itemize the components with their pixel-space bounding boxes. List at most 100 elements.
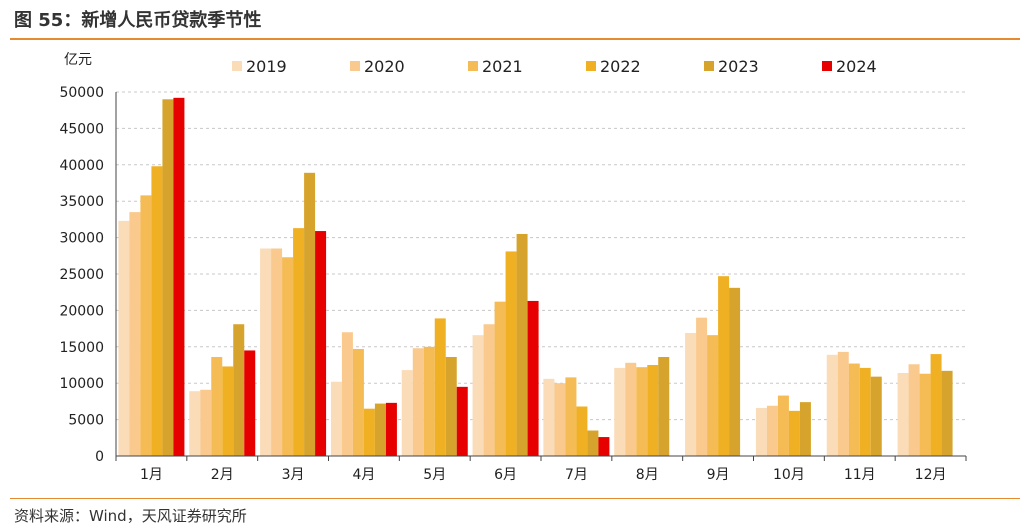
- y-tick-label: 25000: [59, 267, 104, 283]
- y-tick-label: 10000: [59, 376, 104, 392]
- bar-2024-6: [527, 300, 539, 456]
- x-tick-label: 7月: [565, 467, 588, 483]
- bar-2019-7: [543, 378, 555, 456]
- y-tick-label: 20000: [59, 303, 104, 319]
- figure-title: 图 55：新增人民币贷款季节性: [14, 10, 262, 31]
- x-tick-label: 10月: [773, 467, 805, 483]
- bar-2023-11: [870, 376, 882, 456]
- bar-2022-12: [930, 354, 942, 456]
- gridlines: [116, 91, 966, 421]
- legend-swatch-2020: [350, 61, 360, 71]
- bar-2019-1: [118, 220, 130, 456]
- bar-2020-6: [483, 324, 495, 456]
- bar-2022-5: [434, 318, 446, 456]
- bar-2023-4: [374, 403, 386, 456]
- bar-2024-4: [385, 402, 397, 456]
- bar-2021-6: [494, 301, 506, 456]
- bar-2023-10: [799, 402, 811, 456]
- x-tick-label: 6月: [494, 467, 517, 483]
- bar-2019-5: [401, 370, 413, 456]
- bar-2022-10: [788, 410, 800, 456]
- legend-swatch-2021: [468, 61, 478, 71]
- y-tick-label: 30000: [59, 231, 104, 247]
- legend-label-2022: 2022: [600, 57, 641, 76]
- bar-2020-8: [625, 362, 637, 456]
- bar-2021-1: [140, 195, 152, 456]
- bars: [118, 97, 953, 457]
- bar-2023-9: [729, 287, 741, 456]
- x-tick-label: 2月: [211, 467, 234, 483]
- x-tick-label: 4月: [352, 467, 375, 483]
- bar-2022-7: [576, 406, 588, 456]
- x-tick-label: 1月: [140, 467, 163, 483]
- bar-2019-6: [472, 335, 484, 456]
- bar-2019-4: [330, 381, 342, 456]
- bar-2019-10: [755, 407, 767, 456]
- bar-2019-3: [260, 248, 272, 456]
- y-tick-label: 35000: [59, 194, 104, 210]
- x-tick-label: 3月: [282, 467, 305, 483]
- bar-2021-5: [423, 346, 435, 456]
- bar-2024-5: [456, 386, 468, 456]
- bar-2019-9: [685, 332, 697, 456]
- bar-2024-2: [244, 350, 256, 456]
- bar-2019-11: [826, 354, 838, 456]
- x-tick-label: 12月: [915, 467, 947, 483]
- bar-2022-1: [151, 166, 163, 457]
- bar-2024-3: [315, 231, 327, 456]
- bar-2023-12: [941, 370, 953, 456]
- bar-2021-4: [352, 348, 364, 456]
- legend-label-2024: 2024: [836, 57, 877, 76]
- bar-2021-3: [282, 257, 294, 456]
- bar-2023-1: [162, 99, 174, 456]
- y-tick-label: 40000: [59, 158, 104, 174]
- x-tick-label: 9月: [707, 467, 730, 483]
- bar-2020-4: [341, 332, 353, 456]
- bar-2022-8: [647, 365, 659, 456]
- bar-2023-2: [233, 324, 245, 456]
- y-axis-ticks: 0 5000 10000 15000 20000 25000 30000 35000 40000…: [59, 85, 104, 465]
- legend: 2019 2020 2021 2022 2023 2024: [232, 57, 877, 76]
- bar-2022-2: [222, 366, 234, 456]
- y-tick-label: 15000: [59, 340, 104, 356]
- bar-2022-3: [293, 228, 305, 456]
- bar-2020-5: [412, 348, 424, 456]
- bar-2021-7: [565, 377, 577, 456]
- bar-2021-8: [636, 367, 648, 456]
- bar-2024-7: [598, 437, 610, 456]
- bar-2023-5: [445, 356, 457, 456]
- bar-2020-11: [837, 351, 849, 456]
- axes: [115, 92, 967, 461]
- y-tick-label: 0: [95, 449, 104, 465]
- bar-2020-9: [696, 317, 708, 456]
- bar-2019-12: [897, 373, 909, 456]
- bar-2020-7: [554, 383, 566, 456]
- bar-2022-4: [363, 408, 375, 456]
- legend-label-2023: 2023: [718, 57, 759, 76]
- legend-swatch-2022: [586, 61, 596, 71]
- bar-2022-11: [859, 367, 871, 456]
- bar-2021-9: [707, 335, 719, 456]
- bar-2020-2: [200, 389, 212, 456]
- bar-2023-3: [304, 172, 316, 457]
- legend-label-2019: 2019: [246, 57, 287, 76]
- bar-2022-6: [505, 251, 517, 456]
- legend-label-2021: 2021: [482, 57, 523, 76]
- y-axis-label: 亿元: [64, 52, 92, 68]
- source-note: 资料来源：Wind，天风证券研究所: [14, 507, 247, 525]
- x-tick-label: 11月: [844, 467, 876, 483]
- x-tick-label: 8月: [636, 467, 659, 483]
- legend-label-2020: 2020: [364, 57, 405, 76]
- y-tick-label: 45000: [59, 121, 104, 137]
- legend-swatch-2023: [704, 61, 714, 71]
- bar-2021-11: [848, 363, 860, 456]
- bar-2020-12: [908, 364, 920, 456]
- y-tick-label: 50000: [59, 85, 104, 101]
- y-tick-label: 5000: [68, 413, 104, 429]
- bar-2019-8: [614, 367, 626, 456]
- bar-2024-1: [173, 97, 185, 456]
- bar-2023-7: [587, 430, 599, 456]
- bar-2019-2: [189, 391, 201, 456]
- legend-swatch-2019: [232, 61, 242, 71]
- bar-2021-12: [919, 373, 931, 456]
